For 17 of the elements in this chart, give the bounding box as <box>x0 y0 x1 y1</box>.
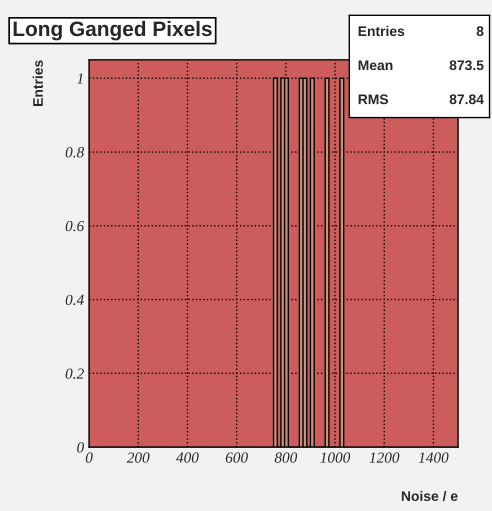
y-tick-label: 0.8 <box>66 147 84 158</box>
x-tick-label: 200 <box>126 452 150 463</box>
y-tick-label: 1 <box>77 73 83 84</box>
y-tick-label: 0.6 <box>66 220 84 232</box>
y-tick-label: 0.4 <box>66 294 84 306</box>
x-tick-label: 0 <box>86 452 93 463</box>
x-tick-label: 800 <box>274 452 298 463</box>
x-tick-label: 1000 <box>320 452 350 463</box>
x-tick-label: 400 <box>176 452 199 463</box>
x-tick-label: 600 <box>226 452 248 463</box>
x-tick-label: 1400 <box>418 452 449 463</box>
chart-title: Long Ganged Pixels <box>14 20 212 40</box>
y-tick-label: 0 <box>77 442 84 453</box>
y-axis-title: Entries <box>32 60 43 106</box>
y-tick-label: 0.2 <box>66 368 84 379</box>
x-tick-label: 1200 <box>370 452 400 463</box>
x-axis-title: Noise / e <box>402 490 458 502</box>
